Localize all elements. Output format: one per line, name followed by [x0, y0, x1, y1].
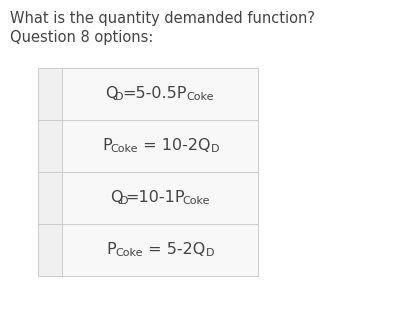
Text: Q: Q: [105, 87, 118, 101]
Text: Question 8 options:: Question 8 options:: [10, 30, 153, 45]
Text: Coke: Coke: [187, 92, 214, 102]
Text: D: D: [210, 144, 219, 154]
Text: P: P: [107, 243, 116, 257]
Text: D: D: [119, 196, 128, 206]
Text: = 5-2Q: = 5-2Q: [143, 243, 206, 257]
Text: =10-1P: =10-1P: [125, 191, 185, 205]
Text: Coke: Coke: [110, 144, 138, 154]
Bar: [62, 172, 258, 224]
Bar: [38, 68, 62, 120]
Bar: [62, 224, 258, 276]
Bar: [38, 224, 62, 276]
Text: What is the quantity demanded function?: What is the quantity demanded function?: [10, 11, 315, 26]
Text: D: D: [115, 92, 123, 102]
Text: =5-0.5P: =5-0.5P: [123, 87, 187, 101]
Text: D: D: [206, 248, 214, 258]
Text: = 10-2Q: = 10-2Q: [138, 139, 211, 153]
Bar: [62, 120, 258, 172]
Text: Coke: Coke: [182, 196, 209, 206]
Bar: [38, 120, 62, 172]
Text: P: P: [102, 139, 112, 153]
Text: Coke: Coke: [115, 248, 143, 258]
Bar: [38, 172, 62, 224]
Bar: [62, 68, 258, 120]
Text: Q: Q: [110, 191, 122, 205]
